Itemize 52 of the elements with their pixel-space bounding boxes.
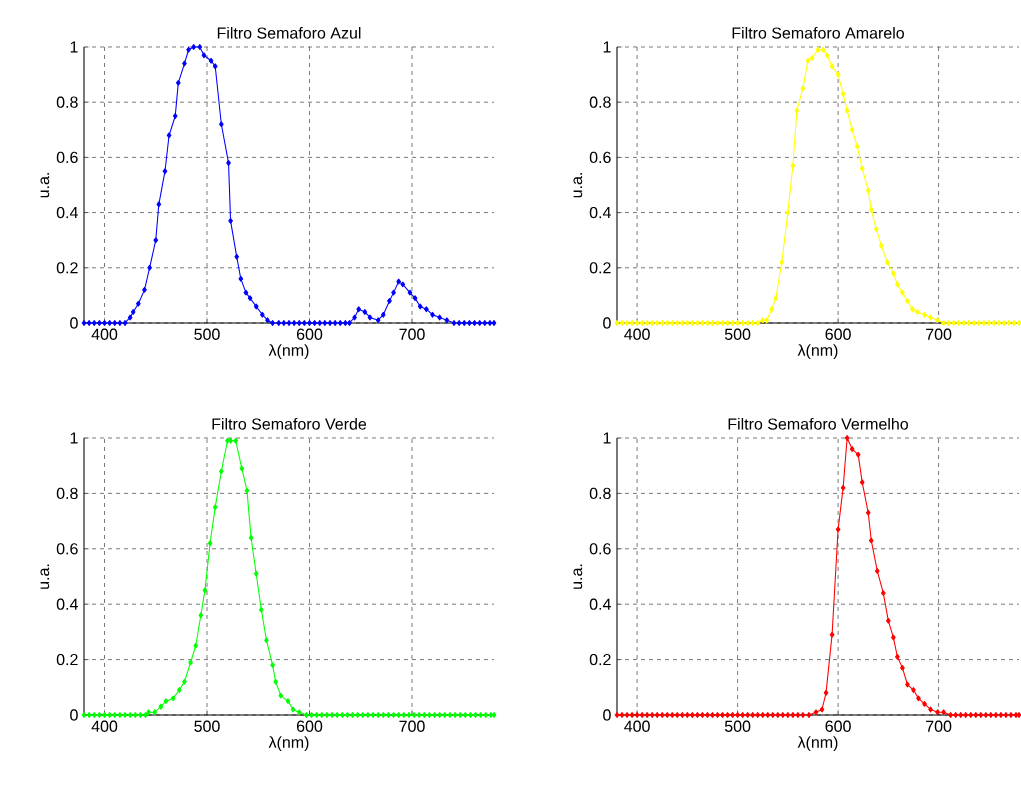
x-tick-label: 400 — [624, 720, 650, 732]
x-tick-label: 400 — [91, 328, 118, 340]
y-tick-label: 0.8 — [589, 487, 611, 500]
chart-title: Filtro Semaforo Vermelho — [728, 417, 909, 430]
chart-title: Filtro Semaforo Amarelo — [732, 26, 904, 39]
y-axis-title: u.a. — [40, 173, 50, 198]
y-tick-label: 1 — [70, 41, 78, 53]
x-tick-label: 400 — [91, 720, 118, 732]
x-axis-title: λ(nm) — [797, 736, 838, 752]
chart-title: Filtro Semaforo Azul — [217, 26, 361, 39]
y-tick-label: 0 — [70, 317, 78, 329]
y-tick-label: 0 — [603, 317, 611, 329]
y-tick-label: 0.2 — [589, 653, 611, 666]
y-tick-label: 0.6 — [56, 151, 78, 164]
chart-title: Filtro Semaforo Verde — [212, 417, 367, 430]
y-tick-label: 0.4 — [589, 598, 611, 610]
x-tick-label: 500 — [194, 720, 220, 732]
x-tick-label: 500 — [724, 328, 751, 340]
x-tick-label: 600 — [296, 720, 323, 732]
y-tick-label: 0.8 — [589, 96, 611, 108]
y-tick-label: 0.6 — [589, 151, 611, 164]
y-tick-label: 0.4 — [589, 206, 611, 219]
y-tick-label: 0.2 — [56, 653, 78, 666]
y-tick-label: 0.4 — [56, 598, 78, 610]
y-tick-label: 0.2 — [56, 262, 78, 274]
x-tick-label: 700 — [926, 328, 952, 340]
y-axis-title: u.a. — [573, 173, 583, 198]
x-axis-title: λ(nm) — [268, 344, 309, 360]
y-tick-label: 1 — [70, 432, 78, 444]
y-tick-label: 1 — [603, 432, 611, 444]
y-tick-label: 0 — [603, 709, 611, 721]
x-tick-label: 600 — [296, 328, 323, 340]
y-axis-title: u.a. — [40, 564, 50, 589]
x-axis-title: λ(nm) — [797, 344, 838, 360]
y-tick-label: 0.6 — [589, 543, 611, 555]
y-tick-label: 0 — [70, 709, 78, 721]
y-tick-label: 0.8 — [56, 487, 78, 500]
y-axis-title: u.a. — [573, 564, 583, 589]
y-tick-label: 0.2 — [589, 262, 611, 274]
x-tick-label: 700 — [399, 328, 425, 340]
y-tick-label: 0.8 — [56, 96, 78, 108]
y-tick-label: 0.4 — [56, 206, 78, 219]
x-tick-label: 700 — [399, 720, 425, 732]
y-tick-label: 0.6 — [56, 543, 78, 555]
x-tick-label: 600 — [825, 720, 851, 732]
x-tick-label: 400 — [624, 328, 650, 340]
x-axis-title: λ(nm) — [268, 736, 309, 752]
x-tick-label: 600 — [825, 328, 851, 340]
x-tick-label: 500 — [194, 328, 220, 340]
x-tick-label: 700 — [926, 720, 952, 732]
y-tick-label: 1 — [603, 41, 611, 53]
x-tick-label: 500 — [724, 720, 751, 732]
